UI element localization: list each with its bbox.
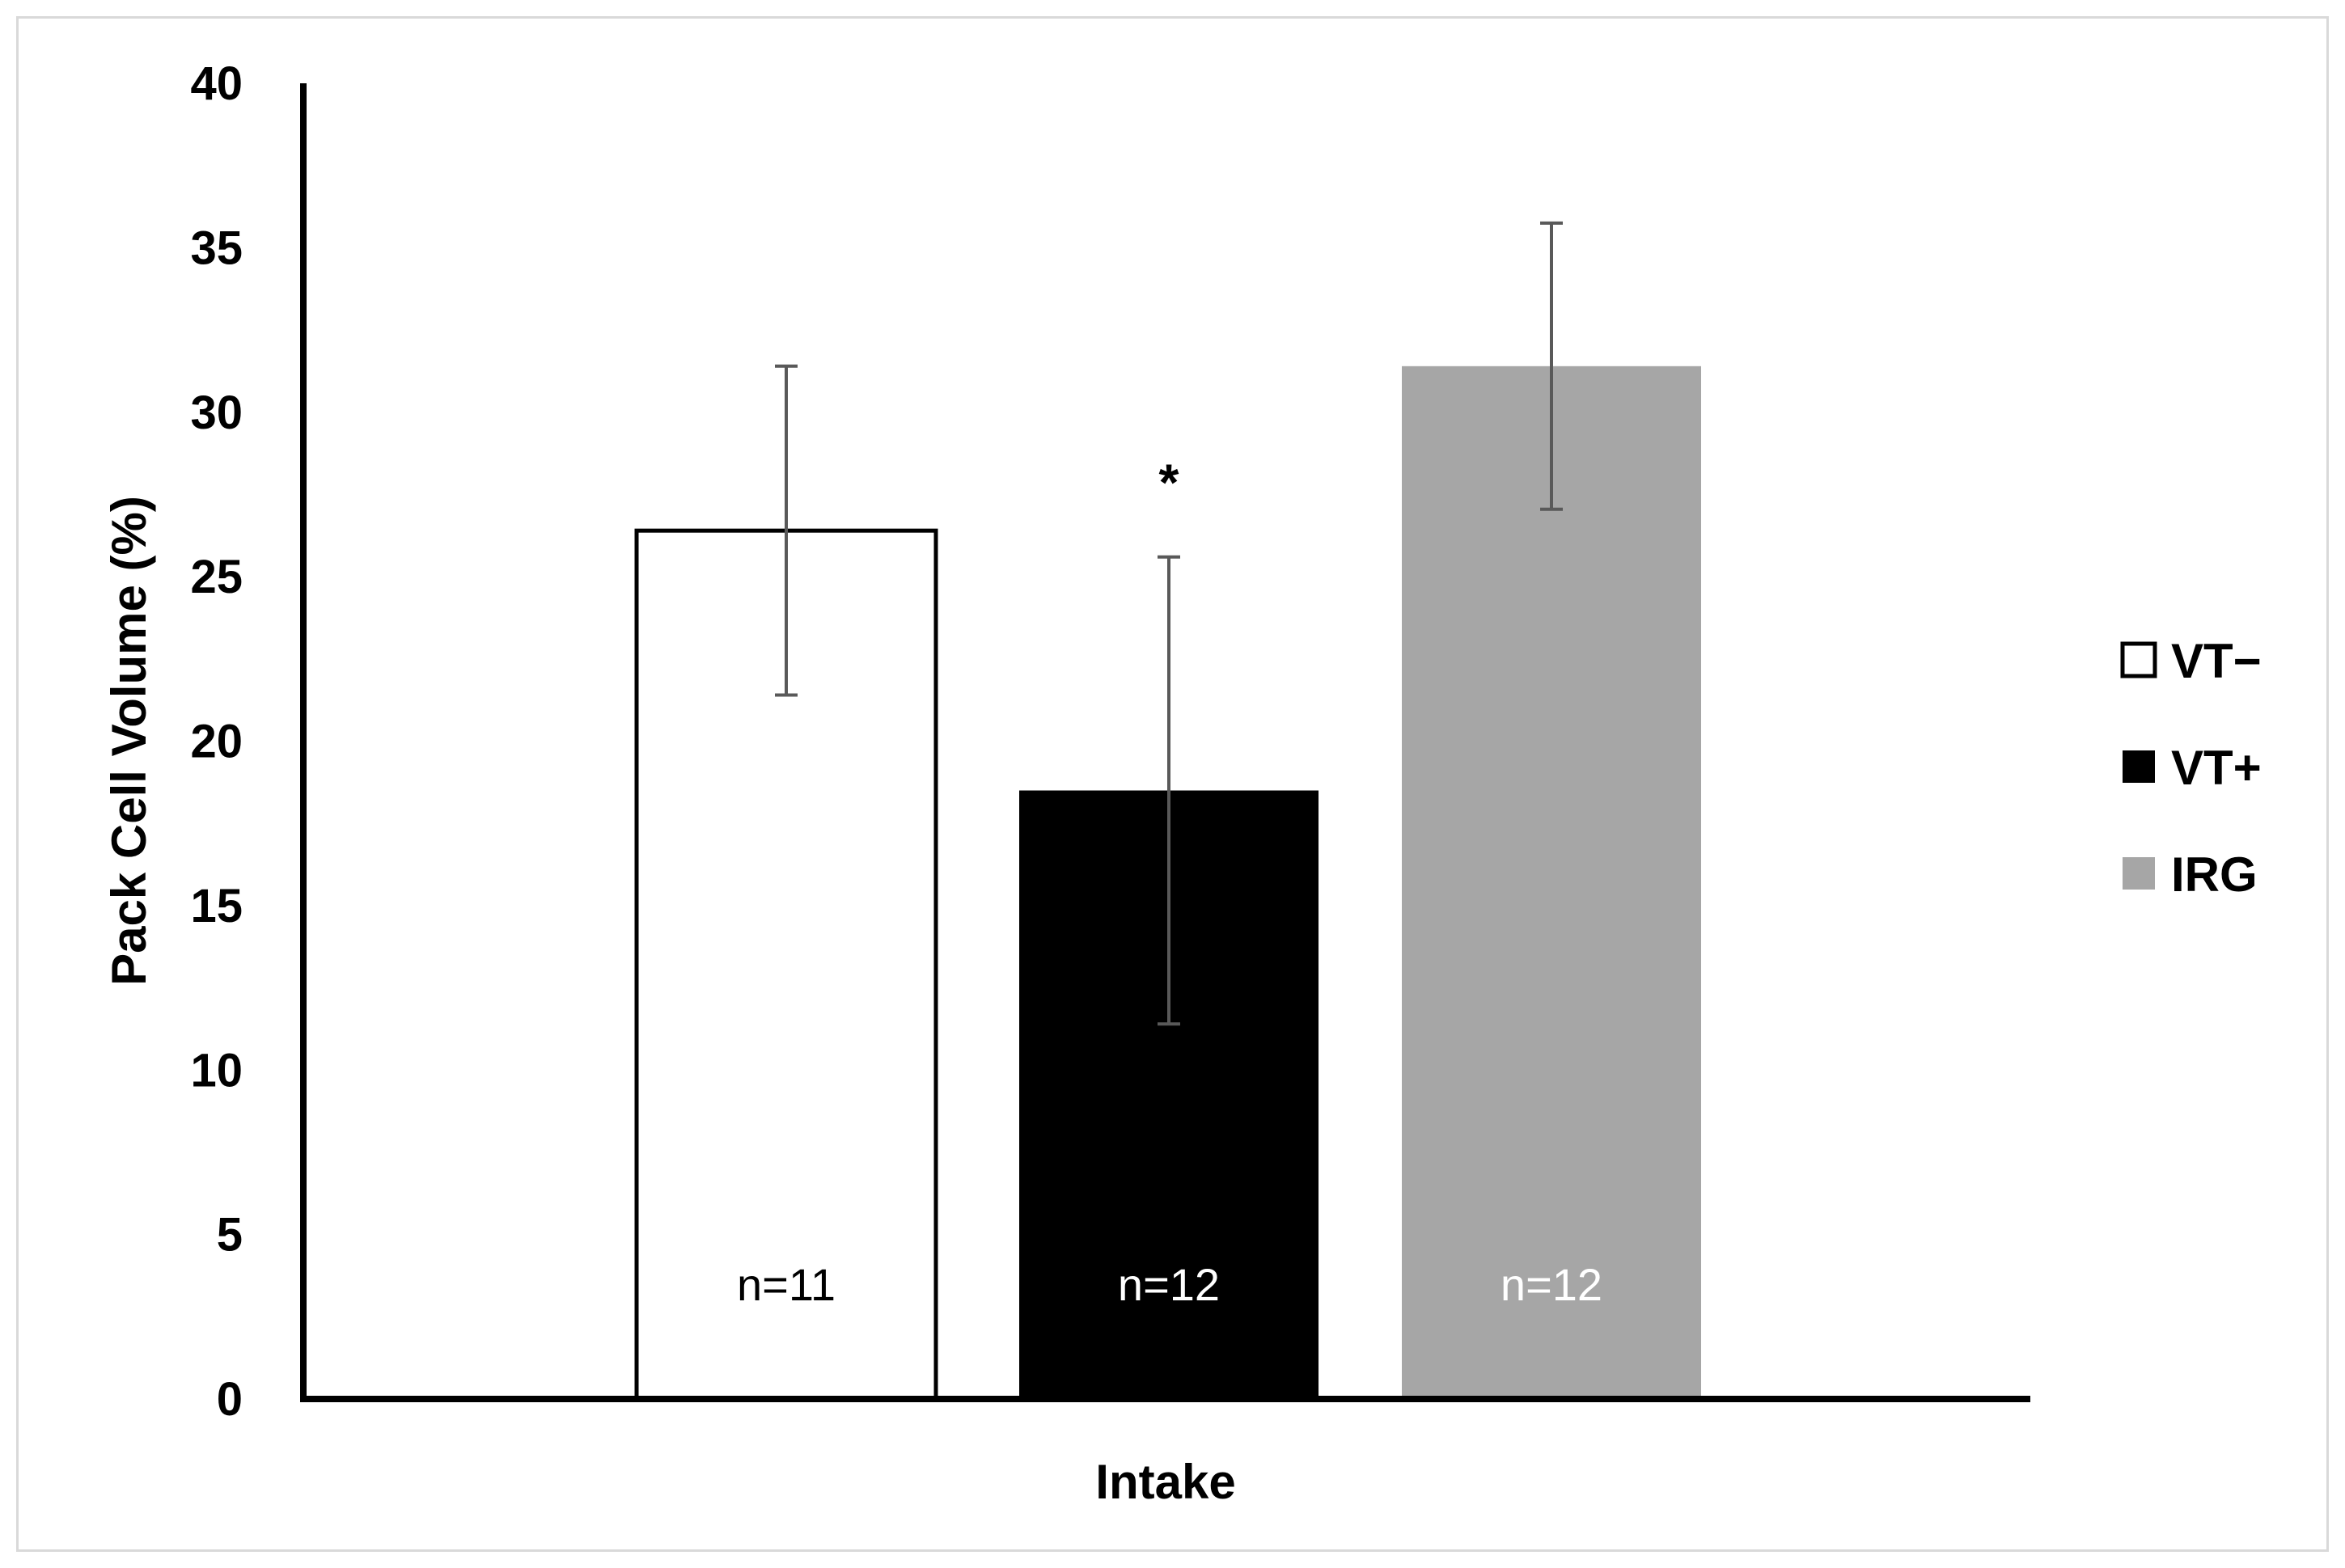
y-tick-label-20: 20 xyxy=(190,716,243,768)
y-tick-label-30: 30 xyxy=(190,387,243,439)
error-bars-layer xyxy=(775,221,1563,1026)
legend-swatch-vt xyxy=(2120,641,2157,678)
bar-irg xyxy=(1402,366,1701,1400)
error-bar-vt xyxy=(1158,555,1180,1026)
n-label-vt: n=12 xyxy=(1118,1259,1220,1310)
y-tick-labels: 0 5 10 15 20 25 30 35 40 xyxy=(190,57,243,1426)
axes-layer xyxy=(300,83,2030,1402)
y-tick-label-0: 0 xyxy=(217,1373,243,1426)
bar-labels-layer: n=11 n=12 * n=12 xyxy=(737,454,1602,1310)
y-tick-label-35: 35 xyxy=(190,222,243,274)
n-label-irg: n=12 xyxy=(1501,1259,1602,1310)
legend-swatch-irg xyxy=(2123,857,2155,890)
legend-item-irg: IRG xyxy=(2123,847,2258,902)
legend-label-vt: VT− xyxy=(2171,634,2262,688)
x-axis-title: Intake xyxy=(1095,1455,1235,1509)
y-tick-label-5: 5 xyxy=(217,1209,243,1262)
y-tick-label-15: 15 xyxy=(190,880,243,932)
error-bar-vt xyxy=(775,364,798,697)
legend-label-irg: IRG xyxy=(2171,847,2258,902)
legend-item-vt: VT− xyxy=(2120,634,2262,688)
y-tick-label-10: 10 xyxy=(190,1044,243,1097)
n-label-vt: n=11 xyxy=(737,1259,836,1310)
y-tick-label-25: 25 xyxy=(190,551,243,603)
legend-label-vt: VT+ xyxy=(2171,741,2262,795)
legend: VT− VT+ IRG xyxy=(2120,634,2262,902)
significance-marker-vt: * xyxy=(1159,454,1179,512)
y-axis-title: Pack Cell Volume (%) xyxy=(102,496,156,986)
error-bar-irg xyxy=(1540,221,1563,511)
legend-item-vt: VT+ xyxy=(2123,741,2262,795)
y-tick-label-40: 40 xyxy=(190,57,243,110)
legend-swatch-vt xyxy=(2123,750,2155,783)
